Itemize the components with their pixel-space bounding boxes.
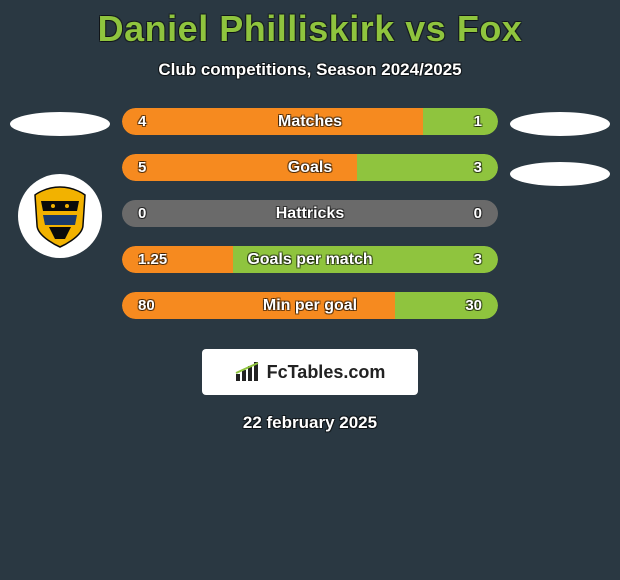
stat-row: 8030Min per goal	[122, 292, 498, 319]
stat-row: 53Goals	[122, 154, 498, 181]
stat-row: 41Matches	[122, 108, 498, 135]
stat-bar-left	[122, 154, 357, 181]
right-placeholder-ellipse-1	[510, 112, 610, 136]
stat-label: Hattricks	[122, 200, 498, 227]
stat-bar-right	[233, 246, 498, 273]
left-club-crest	[18, 174, 102, 258]
stat-bar-right	[357, 154, 498, 181]
stat-bar-left	[122, 246, 233, 273]
comparison-title: Daniel Philliskirk vs Fox	[0, 0, 620, 50]
stat-bar-left	[122, 292, 395, 319]
stat-bar-right	[395, 292, 498, 319]
crest-icon	[25, 181, 95, 251]
left-column	[0, 108, 120, 319]
stat-bars: 41Matches 53Goals 0 0Hattricks 1.253Goals pe…	[120, 108, 500, 319]
source-logo: FcTables.com	[202, 349, 418, 395]
bar-chart-icon	[235, 362, 261, 382]
left-placeholder-ellipse	[10, 112, 110, 136]
right-placeholder-ellipse-2	[510, 162, 610, 186]
comparison-subtitle: Club competitions, Season 2024/2025	[0, 60, 620, 80]
comparison-body: 41Matches 53Goals 0 0Hattricks 1.253Goals pe…	[0, 108, 620, 319]
right-column	[500, 108, 620, 319]
stat-bar-right	[423, 108, 498, 135]
stat-row: 0 0Hattricks	[122, 200, 498, 227]
comparison-date: 22 february 2025	[0, 413, 620, 433]
source-logo-text: FcTables.com	[267, 362, 386, 383]
stat-value-right: 0	[474, 200, 482, 227]
stat-value-left: 0	[138, 200, 146, 227]
stat-row: 1.253Goals per match	[122, 246, 498, 273]
stat-bar-left	[122, 108, 423, 135]
